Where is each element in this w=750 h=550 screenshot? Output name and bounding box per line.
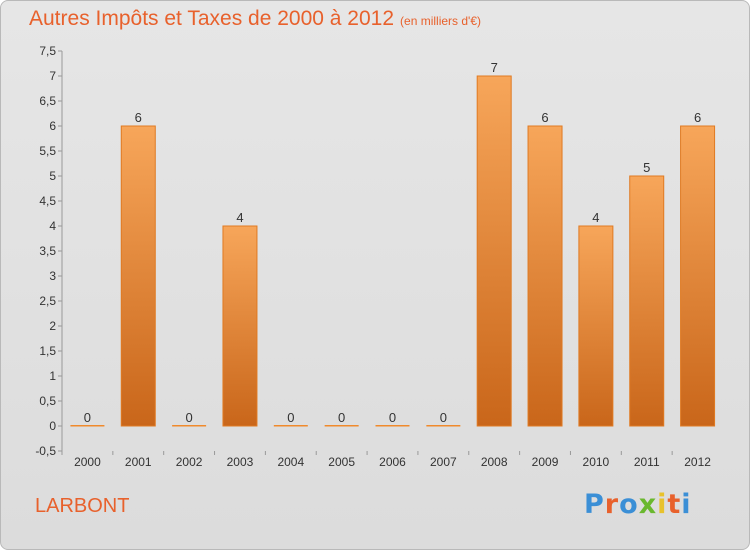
bar-value-label: 6: [135, 110, 142, 125]
y-tick-label: 2: [49, 319, 56, 333]
x-tick-label: 2003: [227, 455, 254, 469]
bar-value-label: 0: [84, 410, 91, 425]
chart-unit-text: (en milliers d'€): [400, 14, 482, 28]
bar-value-label: 6: [694, 110, 701, 125]
x-tick-label: 2012: [684, 455, 711, 469]
bar[interactable]: [680, 125, 716, 427]
bar[interactable]: [222, 225, 258, 427]
chart-bars: [70, 75, 716, 427]
y-tick-label: 1,5: [39, 344, 56, 358]
bar[interactable]: [273, 425, 308, 427]
chart-axes: -0,5 0 0,5 1 1,5 2 2,5 3 3,5 4 4,5 5 5,5 6 6,5 7 7,5: [35, 44, 673, 458]
chart-title-text: Autres Impôts et Taxes de 2000 à 2012: [29, 7, 395, 30]
bar-value-label: 5: [643, 160, 650, 175]
x-tick-label: 2002: [176, 455, 203, 469]
bar-value-label: 0: [338, 410, 345, 425]
logo-letter: i: [657, 489, 668, 520]
y-tick-label: 7,5: [39, 44, 56, 58]
logo-letter: x: [638, 489, 658, 520]
y-tick-label: 0: [49, 419, 56, 433]
logo-letter: o: [619, 489, 639, 520]
x-tick-label: 2009: [532, 455, 559, 469]
bar-value-label: 7: [491, 60, 498, 75]
proxiti-logo[interactable]: Proxiti: [584, 489, 692, 520]
bar[interactable]: [426, 425, 461, 427]
y-tick-label: 2,5: [39, 294, 56, 308]
x-tick-label: 2000: [74, 455, 101, 469]
chart-title: Autres Impôts et Taxes de 2000 à 2012 (en…: [29, 7, 481, 31]
bar[interactable]: [527, 125, 563, 427]
y-tick-label: 0,5: [39, 394, 56, 408]
logo-letter: i: [681, 489, 692, 520]
bar-value-label: 0: [287, 410, 294, 425]
x-tick-label: 2008: [481, 455, 508, 469]
y-tick-label: -0,5: [35, 444, 56, 458]
bar[interactable]: [578, 225, 614, 427]
x-tick-label: 2011: [634, 455, 660, 469]
bar[interactable]: [476, 75, 512, 427]
y-tick-label: 5,5: [39, 144, 56, 158]
x-tick-label: 2006: [379, 455, 406, 469]
y-tick-label: 1: [49, 369, 56, 383]
bar-value-label: 0: [389, 410, 396, 425]
x-tick-label: 2004: [277, 455, 304, 469]
bar-value-label: 0: [185, 410, 192, 425]
y-tick-label: 6,5: [39, 94, 56, 108]
bar-value-label: 6: [541, 110, 548, 125]
x-tick-label: 2005: [328, 455, 355, 469]
bar-value-label: 0: [440, 410, 447, 425]
bar[interactable]: [324, 425, 359, 427]
bar[interactable]: [120, 125, 156, 427]
y-tick-label: 7: [49, 69, 56, 83]
x-tick-label: 2001: [125, 455, 152, 469]
y-tick-label: 3: [49, 269, 56, 283]
y-tick-label: 3,5: [39, 244, 56, 258]
logo-letter: r: [604, 489, 620, 520]
y-tick-label: 4: [49, 219, 56, 233]
chart-labels: 2000 0 2001 6 2002 0 2003 4 2004 0 2005 0 2006 0 2007 0…: [74, 60, 711, 469]
bar[interactable]: [375, 425, 410, 427]
x-tick-label: 2007: [430, 455, 457, 469]
bar-value-label: 4: [592, 210, 599, 225]
y-tick-label: 4,5: [39, 194, 56, 208]
bar[interactable]: [70, 425, 105, 427]
commune-name: LARBONT: [35, 495, 130, 517]
y-tick-label: 5: [49, 169, 56, 183]
logo-letter: P: [584, 489, 605, 520]
logo-letter: t: [667, 489, 682, 520]
bar-value-label: 4: [236, 210, 243, 225]
bar[interactable]: [172, 425, 207, 427]
bar[interactable]: [629, 175, 665, 427]
x-tick-label: 2010: [583, 455, 610, 469]
y-tick-label: 6: [49, 119, 56, 133]
